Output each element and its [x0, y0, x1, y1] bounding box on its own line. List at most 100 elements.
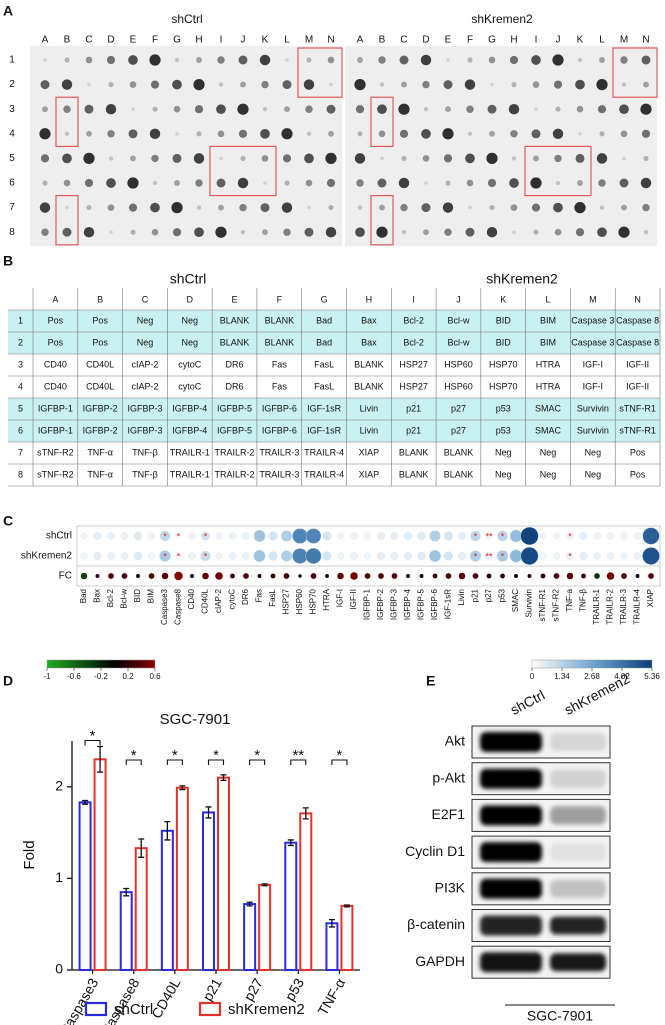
table-header: I	[412, 294, 415, 304]
blot-dot	[130, 229, 136, 235]
bubble	[458, 532, 466, 540]
significance: *	[163, 551, 167, 561]
row-label: FC	[59, 571, 72, 582]
blot-dot	[65, 205, 69, 210]
significance-bracket	[84, 739, 101, 746]
colorbar-label: 0.6	[149, 672, 161, 681]
significance-bracket	[166, 759, 183, 765]
x-tick-label: p27	[240, 975, 266, 1003]
blot-dot	[240, 81, 246, 88]
bubble	[228, 532, 237, 540]
significance: **	[485, 531, 493, 541]
table-cell: SMAC	[535, 403, 562, 413]
row-label: 4	[9, 128, 15, 139]
significance-label: *	[337, 747, 343, 764]
blot-dot	[150, 80, 160, 89]
table-cell: p27	[451, 425, 466, 435]
category-label: HSP70	[309, 588, 318, 614]
error-bar	[164, 820, 171, 841]
bar	[258, 883, 272, 972]
blot-dot	[239, 203, 247, 212]
blot-dot	[325, 226, 337, 238]
blot-dot	[444, 228, 452, 236]
table-cell: IGF-I	[583, 359, 604, 369]
bubble	[520, 526, 539, 546]
blot-dot	[466, 105, 474, 113]
colorbar-label: 2.68	[584, 672, 600, 681]
blot-dot	[575, 228, 585, 237]
fc-bubble	[635, 574, 640, 578]
bar	[243, 903, 257, 971]
blot-dot	[531, 55, 541, 65]
error-bar	[138, 838, 145, 858]
blot-dot	[174, 180, 180, 186]
significance: *	[568, 551, 572, 561]
table-cell: Neg	[137, 315, 154, 325]
blot-dot	[150, 202, 160, 213]
blot-dot	[195, 179, 203, 187]
category-label: TRAILR-4	[633, 588, 642, 624]
blot-dot	[399, 129, 409, 138]
row-highlight	[8, 332, 660, 354]
table-cell: TRAILR-4	[304, 469, 344, 479]
table-cell: TRAILR-3	[259, 469, 299, 479]
bar	[119, 891, 133, 972]
table-header: L	[546, 294, 551, 304]
blot-dot	[378, 130, 386, 138]
blot-dot	[512, 230, 516, 234]
legend-swatch	[84, 1001, 108, 1017]
blot-dot	[422, 80, 430, 89]
table-cell: Neg	[181, 315, 198, 325]
blot-dot	[357, 131, 363, 137]
table-cell: Bax	[361, 315, 377, 325]
table-cell: TNF-β	[132, 447, 158, 457]
blot-dot	[196, 205, 202, 210]
blot-dot	[487, 178, 497, 188]
column-label: J	[241, 35, 246, 46]
column-label: N	[642, 35, 649, 46]
blot-dot	[555, 180, 561, 186]
table-cell: Neg	[137, 337, 154, 347]
category-label: Bax	[93, 589, 102, 603]
blot-dot	[533, 229, 539, 235]
fc-bubble	[298, 574, 302, 578]
blot-dot	[329, 82, 333, 87]
blot-dot	[305, 105, 313, 113]
significance-label: **	[292, 747, 304, 764]
blot-dot	[85, 56, 93, 64]
blot-dot	[240, 155, 246, 161]
blot-dot	[423, 107, 429, 112]
bubble	[539, 532, 547, 540]
lane-label: shCtrl	[508, 687, 548, 718]
bubble	[215, 532, 223, 540]
fc-bubble	[378, 573, 384, 579]
bubble	[606, 552, 615, 560]
bubble	[404, 552, 412, 560]
blot-dot	[325, 152, 337, 165]
bar	[340, 904, 354, 972]
bubble	[377, 552, 385, 560]
table-cell: BLANK	[354, 359, 384, 369]
table-cell: Bcl-2	[403, 337, 424, 347]
highlight-box	[370, 195, 394, 246]
table-cell: Neg	[585, 469, 602, 479]
bubble	[469, 550, 482, 562]
blot-dot	[328, 205, 334, 211]
blot-dot	[306, 57, 312, 63]
category-label: cytoC	[228, 589, 237, 610]
bubble	[579, 532, 588, 540]
table-row-label: 1	[18, 315, 23, 325]
blot-dot	[174, 57, 180, 63]
blot-dot	[238, 55, 248, 65]
blot-dot	[596, 153, 608, 164]
bubble	[175, 552, 182, 560]
band	[550, 916, 606, 935]
row-label: 6	[9, 178, 15, 189]
bar	[325, 922, 339, 971]
bar	[299, 812, 313, 972]
significance: *	[204, 531, 208, 541]
fc-bubble	[257, 574, 262, 578]
blot-dot	[621, 82, 627, 87]
colorbar-label: 0	[530, 672, 535, 681]
table-row-label: 2	[18, 337, 23, 347]
